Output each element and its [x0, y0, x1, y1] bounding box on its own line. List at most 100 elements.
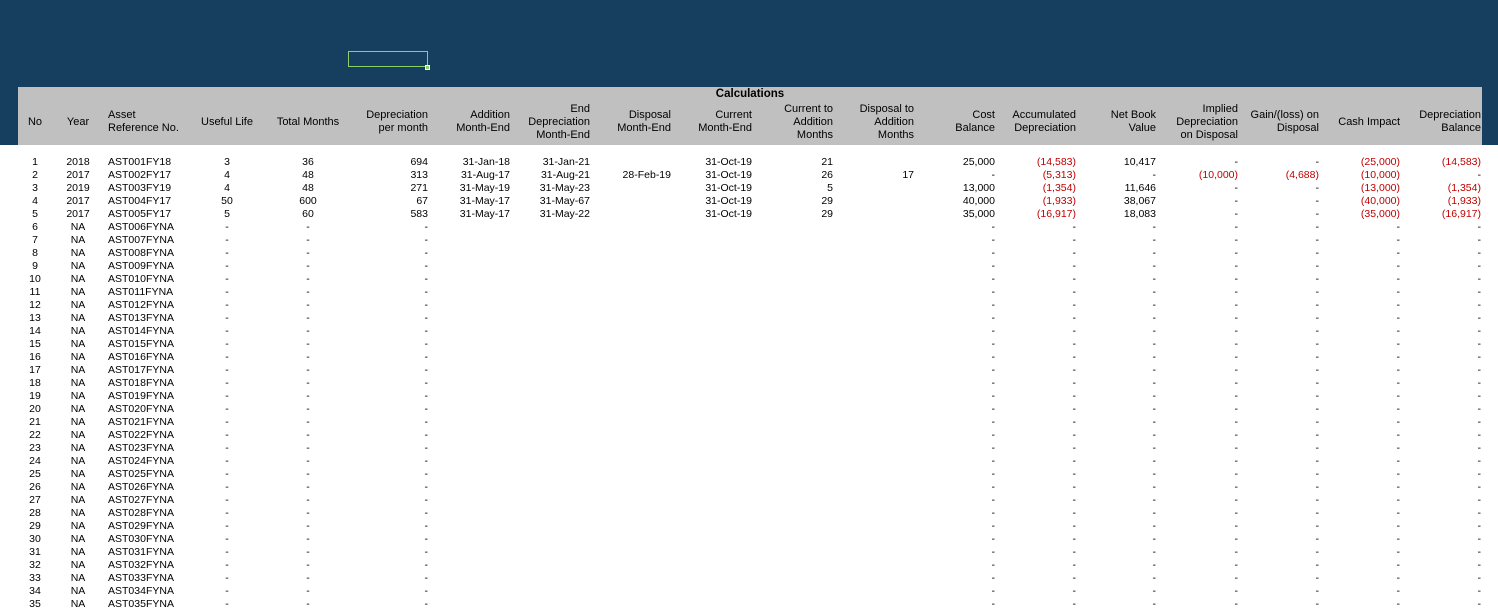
cell-cash[interactable]: - — [1396, 442, 1401, 454]
cell-cash[interactable]: (13,000) — [1360, 182, 1400, 194]
cell-impl-dep[interactable]: (10,000) — [1198, 169, 1238, 181]
cell-impl-dep[interactable]: - — [1234, 182, 1239, 194]
cell-months[interactable]: - — [306, 299, 310, 311]
cell-year[interactable]: NA — [70, 312, 86, 324]
cell-cash[interactable]: - — [1396, 546, 1401, 558]
cell-nbv[interactable]: - — [1152, 481, 1157, 493]
cell-life[interactable]: - — [225, 247, 229, 259]
cell-gain[interactable]: - — [1315, 156, 1320, 168]
cell-ref[interactable]: AST028FYNA — [108, 507, 174, 519]
cell-impl-dep[interactable]: - — [1234, 208, 1239, 220]
cell-gain[interactable]: - — [1315, 234, 1320, 246]
cell-ref[interactable]: AST003FY19 — [108, 182, 172, 194]
cell-months[interactable]: - — [306, 429, 310, 441]
cell-life[interactable]: - — [225, 442, 229, 454]
cell-dep-pm[interactable]: - — [424, 312, 429, 324]
cell-acc-dep[interactable]: (5,313) — [1042, 169, 1076, 181]
cell-dep-pm[interactable]: - — [424, 377, 429, 389]
cell-ref[interactable]: AST029FYNA — [108, 520, 174, 532]
cell-ref[interactable]: AST025FYNA — [108, 468, 174, 480]
cell-dep-pm[interactable]: - — [424, 520, 429, 532]
column-header-cur-me[interactable]: Current Month-End — [698, 109, 752, 134]
cell-ref[interactable]: AST022FYNA — [108, 429, 174, 441]
cell-no[interactable]: 5 — [32, 208, 38, 220]
column-header-cash[interactable]: Cash Impact — [1338, 115, 1400, 128]
cell-impl-dep[interactable]: - — [1234, 533, 1239, 545]
cell-months[interactable]: - — [306, 442, 310, 454]
cell-cur-add[interactable]: 29 — [821, 208, 833, 220]
cell-year[interactable]: NA — [70, 299, 86, 311]
cell-gain[interactable]: (4,688) — [1285, 169, 1319, 181]
cell-cost[interactable]: - — [991, 351, 996, 363]
cell-impl-dep[interactable]: - — [1234, 585, 1239, 597]
cell-dep-pm[interactable]: 583 — [410, 208, 428, 220]
cell-months[interactable]: - — [306, 533, 310, 545]
cell-impl-dep[interactable]: - — [1234, 403, 1239, 415]
cell-life[interactable]: - — [225, 559, 229, 571]
cell-cash[interactable]: - — [1396, 325, 1401, 337]
cell-year[interactable]: NA — [70, 403, 86, 415]
cell-life[interactable]: 4 — [224, 169, 230, 181]
cell-months[interactable]: - — [306, 351, 310, 363]
cell-impl-dep[interactable]: - — [1234, 364, 1239, 376]
cell-nbv[interactable]: - — [1152, 559, 1157, 571]
cell-year[interactable]: NA — [70, 390, 86, 402]
cell-impl-dep[interactable]: - — [1234, 325, 1239, 337]
cell-dep-bal[interactable]: - — [1477, 221, 1482, 233]
cell-dep-bal[interactable]: - — [1477, 572, 1482, 584]
cell-dep-bal[interactable]: - — [1477, 260, 1482, 272]
cell-ref[interactable]: AST013FYNA — [108, 312, 174, 324]
cell-life[interactable]: 5 — [224, 208, 230, 220]
cell-dep-bal[interactable]: - — [1477, 273, 1482, 285]
cell-nbv[interactable]: - — [1152, 429, 1157, 441]
cell-gain[interactable]: - — [1315, 312, 1320, 324]
cell-dep-bal[interactable]: - — [1477, 442, 1482, 454]
cell-acc-dep[interactable]: - — [1072, 442, 1077, 454]
cell-gain[interactable]: - — [1315, 468, 1320, 480]
cell-months[interactable]: - — [306, 546, 310, 558]
cell-dep-pm[interactable]: 271 — [410, 182, 428, 194]
cell-dep-bal[interactable]: - — [1477, 533, 1482, 545]
cell-life[interactable]: - — [225, 286, 229, 298]
cell-cost[interactable]: - — [991, 546, 996, 558]
cell-months[interactable]: - — [306, 520, 310, 532]
cell-year[interactable]: NA — [70, 429, 86, 441]
cell-gain[interactable]: - — [1315, 247, 1320, 259]
cell-life[interactable]: - — [225, 377, 229, 389]
cell-ref[interactable]: AST005FY17 — [108, 208, 172, 220]
cell-cash[interactable]: (40,000) — [1360, 195, 1400, 207]
cell-nbv[interactable]: 11,646 — [1124, 182, 1156, 194]
cell-months[interactable]: - — [306, 455, 310, 467]
cell-cash[interactable]: - — [1396, 416, 1401, 428]
cell-cost[interactable]: - — [991, 481, 996, 493]
cell-nbv[interactable]: 38,067 — [1123, 195, 1156, 207]
cell-dep-pm[interactable]: - — [424, 338, 429, 350]
cell-impl-dep[interactable]: - — [1234, 286, 1239, 298]
cell-ref[interactable]: AST014FYNA — [108, 325, 174, 337]
cell-acc-dep[interactable]: - — [1072, 364, 1077, 376]
cell-year[interactable]: NA — [70, 546, 86, 558]
cell-cur-me[interactable]: 31-Oct-19 — [705, 195, 752, 207]
cell-cash[interactable]: - — [1396, 507, 1401, 519]
cell-nbv[interactable]: - — [1152, 273, 1157, 285]
cell-year[interactable]: NA — [70, 481, 86, 493]
cell-dep-bal[interactable]: - — [1477, 351, 1482, 363]
cell-add-me[interactable]: 31-May-17 — [459, 195, 510, 207]
cell-year[interactable]: 2017 — [66, 195, 90, 207]
cell-cash[interactable]: - — [1396, 468, 1401, 480]
cell-year[interactable]: NA — [70, 442, 86, 454]
column-header-disp-add[interactable]: Disposal to Addition Months — [859, 102, 914, 141]
cell-cost[interactable]: - — [991, 312, 996, 324]
cell-year[interactable]: 2018 — [66, 156, 90, 168]
cell-cost[interactable]: - — [991, 403, 996, 415]
cell-cost[interactable]: - — [991, 533, 996, 545]
cell-gain[interactable]: - — [1315, 260, 1320, 272]
cell-gain[interactable]: - — [1315, 208, 1320, 220]
cell-dep-pm[interactable]: 67 — [416, 195, 428, 207]
cell-year[interactable]: NA — [70, 221, 86, 233]
cell-add-me[interactable]: 31-May-17 — [459, 208, 510, 220]
column-header-months[interactable]: Total Months — [276, 115, 340, 128]
cell-life[interactable]: - — [225, 351, 229, 363]
cell-gain[interactable]: - — [1315, 221, 1320, 233]
cell-gain[interactable]: - — [1315, 338, 1320, 350]
